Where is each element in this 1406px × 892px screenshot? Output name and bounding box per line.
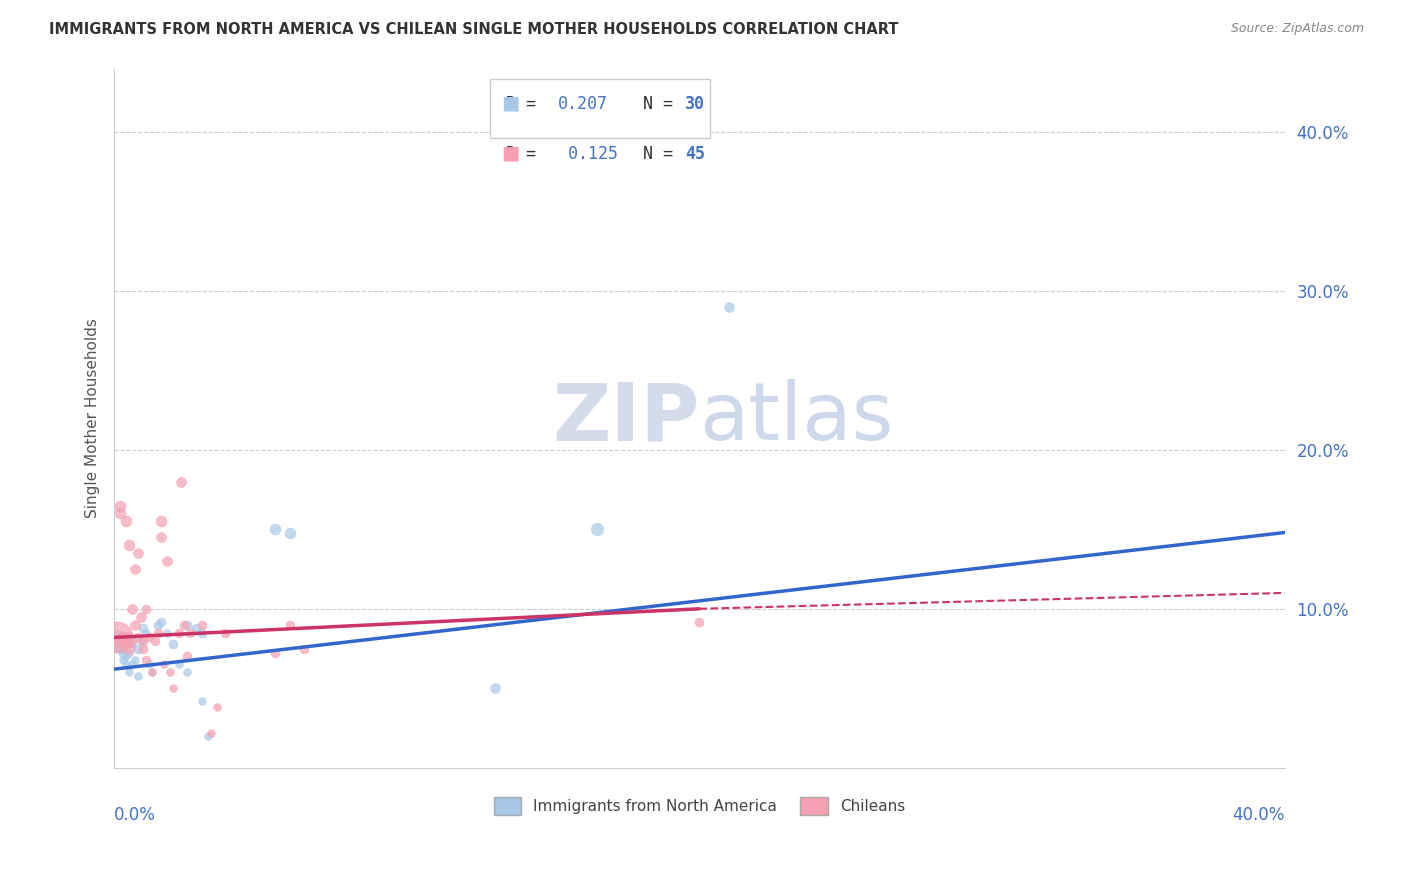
- Point: [173, 617, 195, 632]
- Point: [156, 625, 179, 640]
- Point: [121, 602, 143, 616]
- Point: [156, 554, 179, 568]
- Point: [197, 729, 219, 743]
- Point: [121, 637, 143, 651]
- Point: [115, 657, 138, 672]
- Point: [191, 694, 214, 708]
- Point: [111, 653, 134, 667]
- Text: N =: N =: [623, 95, 683, 113]
- Point: [191, 617, 214, 632]
- Point: [108, 499, 131, 513]
- Point: [717, 300, 740, 314]
- Point: [162, 681, 184, 696]
- Point: [127, 641, 149, 656]
- Point: [127, 631, 149, 645]
- Point: [176, 649, 198, 664]
- Point: [143, 633, 166, 648]
- Text: R =  0.207   N = 30
R =   0.125   N = 45: R = 0.207 N = 30 R = 0.125 N = 45: [501, 89, 700, 128]
- Point: [115, 649, 138, 664]
- Point: [153, 657, 176, 672]
- Point: [111, 633, 134, 648]
- Point: [105, 633, 128, 648]
- Point: [129, 609, 152, 624]
- Point: [105, 631, 128, 645]
- Point: [150, 615, 173, 629]
- Point: [162, 637, 184, 651]
- Point: [141, 665, 163, 680]
- Text: ■: ■: [502, 144, 520, 162]
- Point: [135, 625, 157, 640]
- Point: [278, 617, 301, 632]
- Point: [205, 700, 228, 714]
- Point: [124, 617, 146, 632]
- Text: Source: ZipAtlas.com: Source: ZipAtlas.com: [1230, 22, 1364, 36]
- Text: 0.0%: 0.0%: [114, 806, 156, 824]
- Point: [264, 646, 287, 660]
- Point: [264, 522, 287, 536]
- Point: [150, 530, 173, 544]
- Point: [127, 546, 149, 560]
- Point: [135, 653, 157, 667]
- Point: [118, 665, 141, 680]
- Point: [111, 631, 134, 645]
- Point: [278, 525, 301, 540]
- Point: [176, 617, 198, 632]
- Text: N =: N =: [623, 145, 683, 163]
- Point: [167, 625, 190, 640]
- Point: [146, 617, 169, 632]
- Point: [115, 515, 138, 529]
- Point: [688, 615, 710, 629]
- Text: IMMIGRANTS FROM NORTH AMERICA VS CHILEAN SINGLE MOTHER HOUSEHOLDS CORRELATION CH: IMMIGRANTS FROM NORTH AMERICA VS CHILEAN…: [49, 22, 898, 37]
- Point: [292, 641, 315, 656]
- Point: [170, 475, 193, 489]
- Point: [118, 631, 141, 645]
- Text: ■: ■: [502, 93, 520, 112]
- Point: [132, 621, 155, 635]
- Text: 0.207: 0.207: [558, 95, 607, 113]
- Point: [135, 602, 157, 616]
- Point: [150, 515, 173, 529]
- Point: [115, 637, 138, 651]
- Point: [118, 538, 141, 552]
- Point: [132, 633, 155, 648]
- Point: [138, 631, 160, 645]
- Point: [121, 657, 143, 672]
- Y-axis label: Single Mother Households: Single Mother Households: [86, 318, 100, 518]
- Point: [586, 522, 609, 536]
- Text: ZIP: ZIP: [553, 379, 699, 457]
- Point: [108, 641, 131, 656]
- Point: [167, 657, 190, 672]
- Point: [108, 507, 131, 521]
- Point: [121, 633, 143, 648]
- Point: [200, 725, 222, 739]
- Point: [214, 625, 236, 640]
- Point: [184, 621, 207, 635]
- Point: [484, 681, 506, 696]
- Point: [124, 653, 146, 667]
- Point: [118, 646, 141, 660]
- Point: [141, 665, 163, 680]
- Point: [138, 657, 160, 672]
- Point: [111, 646, 134, 660]
- Point: [159, 665, 181, 680]
- Point: [146, 625, 169, 640]
- Point: [179, 625, 201, 640]
- Legend: Immigrants from North America, Chileans: Immigrants from North America, Chileans: [486, 789, 912, 823]
- Text: R =: R =: [506, 95, 547, 113]
- Point: [132, 641, 155, 656]
- Point: [191, 625, 214, 640]
- Text: 30: 30: [685, 95, 706, 113]
- Point: [124, 562, 146, 576]
- Point: [118, 641, 141, 656]
- Text: 0.125: 0.125: [558, 145, 617, 163]
- Point: [127, 668, 149, 682]
- Text: R =: R =: [506, 145, 547, 163]
- Point: [105, 633, 128, 648]
- Text: 45: 45: [685, 145, 706, 163]
- Text: atlas: atlas: [699, 379, 894, 457]
- Point: [176, 665, 198, 680]
- Point: [129, 633, 152, 648]
- Text: 40.0%: 40.0%: [1232, 806, 1285, 824]
